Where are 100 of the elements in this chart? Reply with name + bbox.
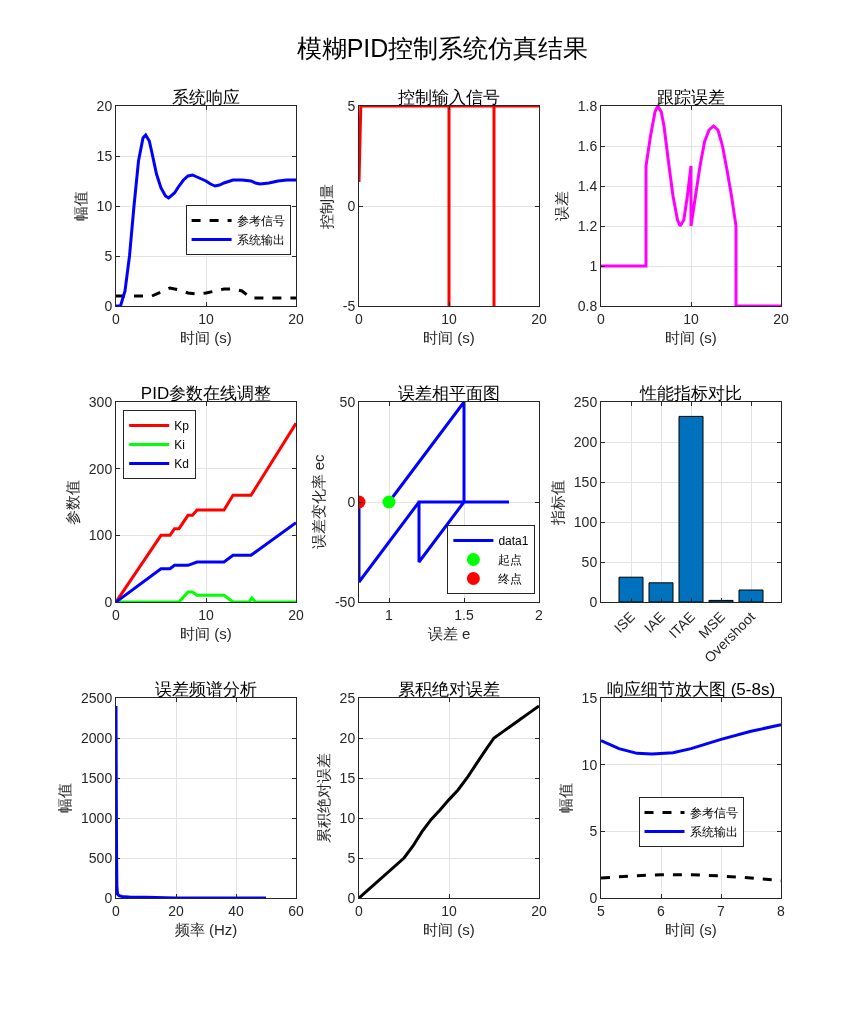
x-tick-label: 60: [288, 902, 304, 919]
y-axis-title: 误差: [552, 191, 570, 221]
y-tick-label: 5: [347, 97, 356, 114]
y-axis-title: 参数值: [64, 479, 82, 525]
y-tick-label: -50: [334, 593, 356, 610]
bar: [738, 589, 764, 602]
y-tick-label: 2500: [81, 689, 113, 706]
line-series: [116, 133, 296, 306]
chart-title: 性能指标对比: [639, 384, 742, 403]
x-tick-label: 20: [168, 902, 184, 919]
y-tick-label: 5: [589, 823, 598, 840]
y-tick-label: 25: [339, 689, 356, 706]
y-tick-label: 1.4: [577, 177, 598, 194]
y-tick-label: 15: [581, 689, 598, 706]
y-tick-label: -5: [342, 297, 356, 314]
x-tick-label: IAE: [640, 608, 669, 636]
legend-label: 系统输出: [689, 825, 738, 840]
y-tick-label: 0: [589, 889, 598, 906]
line-series: [116, 521, 296, 602]
y-tick-label: 20: [339, 729, 356, 746]
bar: [678, 415, 704, 602]
y-tick-label: 0: [104, 889, 113, 906]
y-tick-label: 1: [589, 257, 598, 274]
line-series: [601, 723, 781, 756]
x-tick-label: 10: [198, 310, 214, 327]
y-tick-label: 5: [104, 247, 113, 264]
y-tick-label: 0: [104, 593, 113, 610]
y-axis-title: 累积绝对误差: [314, 753, 332, 843]
bar: [648, 582, 674, 602]
bar: [618, 576, 644, 602]
x-tick-label: 20: [773, 310, 789, 327]
line-series: [601, 106, 781, 306]
line-series: [116, 286, 296, 300]
chart-title: 误差频谱分析: [155, 680, 257, 699]
legend-label: 参考信号: [689, 806, 738, 821]
y-tick-label: 15: [339, 769, 356, 786]
x-tick-label: 20: [288, 606, 304, 623]
y-tick-label: 250: [573, 393, 598, 410]
x-axis-title: 时间 (s): [423, 920, 475, 938]
y-axis-title: 控制量: [318, 183, 335, 229]
y-tick-label: 1.6: [577, 137, 598, 154]
x-tick-label: 10: [441, 310, 457, 327]
y-tick-label: 2000: [81, 729, 113, 746]
x-axis-title: 时间 (s): [423, 328, 475, 346]
legend-label: data1: [498, 534, 529, 549]
y-tick-label: 100: [573, 513, 598, 530]
x-tick-label: 10: [683, 310, 699, 327]
x-axis-title: 时间 (s): [180, 624, 232, 642]
x-tick-label: 2: [535, 606, 544, 623]
x-axis-title: 时间 (s): [665, 328, 717, 346]
chart-title: 响应细节放大图 (5-8s): [606, 680, 776, 699]
y-tick-label: 1.2: [577, 217, 598, 234]
chart-title: PID参数在线调整: [140, 384, 272, 403]
chart-title: 控制输入信号: [398, 88, 500, 107]
legend-label: 终点: [498, 572, 523, 587]
y-tick-label: 150: [573, 473, 598, 490]
y-axis-title: 指标值: [549, 479, 567, 526]
y-tick-label: 1.8: [577, 97, 598, 114]
y-tick-label: 200: [573, 433, 598, 450]
line-series: [116, 421, 296, 602]
legend-label: Ki: [174, 438, 185, 453]
line-series: [116, 704, 268, 898]
y-tick-label: 100: [88, 527, 113, 544]
x-tick-label: 20: [531, 902, 547, 919]
text: 模糊PID控制系统仿真结果: [295, 33, 590, 64]
y-tick-label: 0: [104, 297, 113, 314]
y-tick-label: 15: [96, 147, 113, 164]
chart-title: 误差相平面图: [398, 384, 500, 403]
y-tick-label: 5: [347, 849, 356, 866]
x-tick-label: 20: [288, 310, 304, 327]
x-tick-label: 1: [385, 606, 394, 623]
chart-title: 系统响应: [172, 88, 240, 107]
y-tick-label: 0: [347, 197, 356, 214]
y-tick-label: 20: [96, 97, 113, 114]
line-series: [116, 590, 296, 602]
legend-label: 参考信号: [236, 214, 285, 229]
x-tick-label: 10: [198, 606, 214, 623]
x-axis-title: 时间 (s): [665, 920, 717, 938]
y-axis-title: 幅值: [56, 783, 74, 813]
y-tick-label: 50: [581, 553, 598, 570]
y-tick-label: 10: [581, 756, 598, 773]
legend-label: Kd: [174, 457, 189, 472]
y-tick-label: 10: [96, 197, 113, 214]
legend-label: 系统输出: [236, 233, 285, 248]
y-tick-label: 200: [88, 460, 113, 477]
legend-label: 起点: [498, 553, 523, 568]
y-axis-title: 幅值: [556, 783, 574, 813]
y-tick-label: 10: [339, 809, 356, 826]
y-tick-label: 0: [589, 593, 598, 610]
x-tick-label: ISE: [610, 608, 639, 636]
chart-title: 累积绝对误差: [398, 680, 500, 699]
x-tick-label: 7: [717, 902, 726, 919]
y-tick-label: 0.8: [577, 297, 598, 314]
x-tick-label: 6: [657, 902, 666, 919]
y-axis-title: 幅值: [71, 191, 89, 221]
y-tick-label: 1000: [81, 809, 113, 826]
y-tick-label: 0: [347, 889, 356, 906]
line-series: [359, 704, 539, 898]
x-axis-title: 误差 e: [427, 624, 471, 642]
legend-label: Kp: [174, 419, 190, 434]
